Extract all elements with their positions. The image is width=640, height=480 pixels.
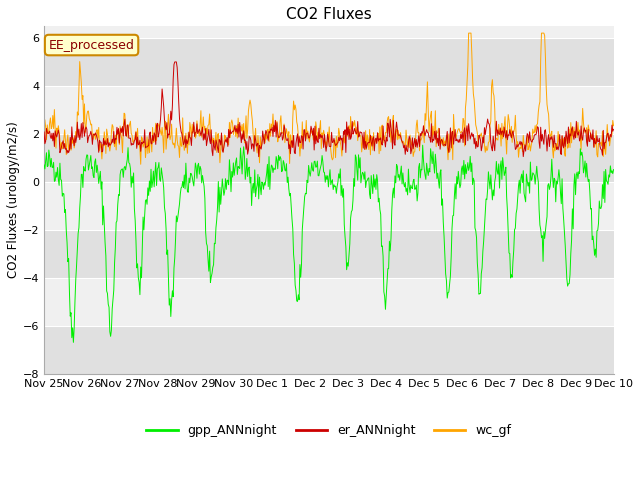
Line: er_ANNnight: er_ANNnight: [44, 62, 614, 156]
gpp_ANNnight: [419, 142, 426, 148]
er_ANNnight: [167, 108, 175, 114]
wc_gf: [610, 123, 618, 129]
er_ANNnight: [51, 144, 58, 149]
wc_gf: [198, 134, 205, 140]
Bar: [44, 38, 614, 86]
Bar: [44, 134, 614, 182]
gpp_ANNnight: [198, 180, 205, 186]
gpp_ANNnight: [415, 160, 423, 166]
wc_gf: [109, 123, 117, 129]
Title: CO2 Fluxes: CO2 Fluxes: [286, 7, 372, 22]
gpp_ANNnight: [40, 162, 48, 168]
wc_gf: [399, 138, 406, 144]
Y-axis label: CO2 Fluxes (urology/m2/s): CO2 Fluxes (urology/m2/s): [7, 122, 20, 278]
gpp_ANNnight: [110, 287, 118, 293]
er_ANNnight: [417, 131, 424, 136]
gpp_ANNnight: [70, 339, 77, 345]
er_ANNnight: [255, 154, 262, 159]
Bar: [44, 230, 614, 278]
er_ANNnight: [109, 140, 117, 145]
Bar: [44, 278, 614, 326]
gpp_ANNnight: [399, 170, 406, 176]
er_ANNnight: [198, 129, 205, 135]
Bar: [44, 326, 614, 374]
Legend: gpp_ANNnight, er_ANNnight, wc_gf: gpp_ANNnight, er_ANNnight, wc_gf: [141, 419, 516, 442]
er_ANNnight: [40, 129, 48, 135]
wc_gf: [40, 122, 48, 128]
Bar: [44, 182, 614, 230]
wc_gf: [51, 107, 58, 112]
Text: EE_processed: EE_processed: [49, 38, 134, 51]
gpp_ANNnight: [168, 298, 175, 303]
Bar: [44, 86, 614, 134]
er_ANNnight: [610, 127, 618, 132]
gpp_ANNnight: [610, 167, 618, 172]
wc_gf: [137, 161, 145, 167]
wc_gf: [465, 30, 472, 36]
er_ANNnight: [171, 59, 179, 65]
Line: gpp_ANNnight: gpp_ANNnight: [44, 145, 614, 342]
Line: wc_gf: wc_gf: [44, 33, 614, 164]
er_ANNnight: [400, 145, 408, 151]
gpp_ANNnight: [51, 179, 58, 184]
wc_gf: [415, 148, 423, 154]
wc_gf: [168, 121, 175, 127]
